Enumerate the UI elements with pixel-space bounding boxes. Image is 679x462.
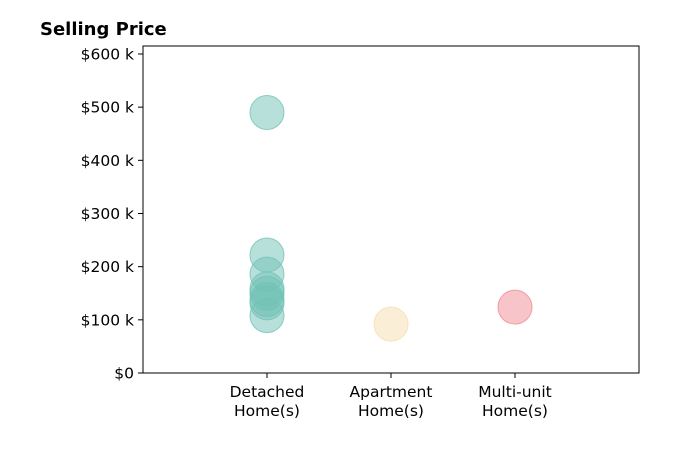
y-tick-label: $0 (114, 365, 134, 383)
y-tick-label: $300 k (81, 205, 134, 223)
x-tick-label: Apartment Home(s) (350, 383, 433, 420)
x-tick-label: Detached Home(s) (230, 383, 305, 420)
chart-title: Selling Price (40, 19, 167, 40)
scatter-point (249, 298, 285, 334)
scatter-point (249, 94, 285, 130)
points-layer (249, 94, 533, 342)
scatter-point (373, 306, 409, 342)
y-tick-label: $100 k (81, 311, 134, 329)
y-tick-label: $200 k (81, 258, 134, 276)
x-tick-label: Multi-unit Home(s) (478, 383, 552, 420)
scatter-point (497, 289, 533, 325)
y-tick-label: $400 k (81, 152, 134, 170)
y-tick-label: $600 k (81, 45, 134, 63)
y-tick-label: $500 k (81, 99, 134, 117)
axes-layer: $0 $100 k $200 k $300 k $400 k $500 k $600 k De… (81, 45, 640, 420)
